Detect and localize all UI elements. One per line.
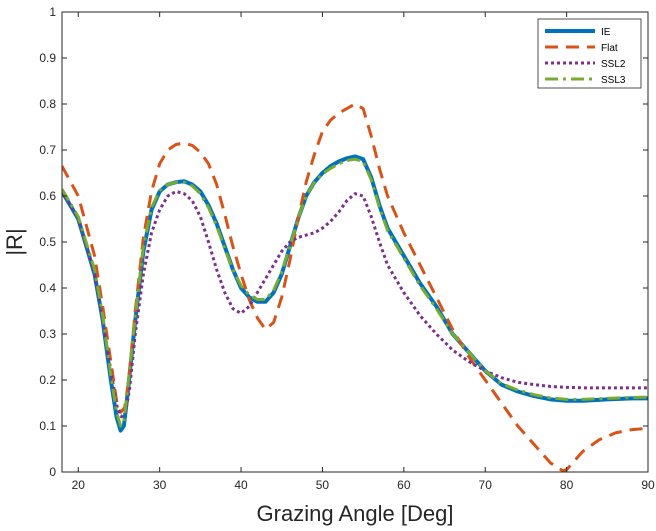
- legend: IE Flat SSL2 SSL3: [537, 18, 642, 89]
- y-tick-label: 0.8: [39, 97, 56, 111]
- x-tick-label: 40: [234, 478, 248, 492]
- legend-label-ssl2: SSL2: [601, 59, 626, 70]
- x-tick-label: 30: [153, 478, 167, 492]
- y-tick-label: 0: [49, 465, 56, 479]
- legend-label-ssl3: SSL3: [601, 75, 626, 86]
- y-tick-label: 1: [49, 5, 56, 19]
- ticks-layer: 20 30 40 50 60 70 80 90 0 0.1 0.2 0.3 0.4 0.5 0.6 0.7 0.…: [39, 5, 655, 492]
- x-axis-title: Grazing Angle [Deg]: [257, 501, 454, 526]
- y-tick-label: 0.4: [39, 281, 56, 295]
- series-line-ssl2: [62, 189, 648, 419]
- legend-label-flat: Flat: [601, 43, 618, 54]
- y-tick-label: 0.6: [39, 189, 56, 203]
- legend-label-ie: IE: [601, 27, 611, 38]
- y-tick-label: 0.1: [39, 419, 56, 433]
- y-axis-title: |R|: [2, 228, 27, 255]
- x-tick-label: 70: [479, 478, 493, 492]
- x-tick-label: 60: [397, 478, 411, 492]
- plot-area: 20 30 40 50 60 70 80 90 0 0.1 0.2 0.3 0.4 0.5 0.6 0.7 0.…: [39, 5, 655, 492]
- series-line-flat: [62, 102, 648, 472]
- x-tick-label: 90: [641, 478, 655, 492]
- plot-background: [62, 12, 648, 472]
- series-line-ssl3: [62, 157, 648, 428]
- y-tick-label: 0.9: [39, 51, 56, 65]
- y-tick-label: 0.5: [39, 235, 56, 249]
- y-tick-label: 0.3: [39, 327, 56, 341]
- x-tick-label: 20: [72, 478, 86, 492]
- y-tick-label: 0.7: [39, 143, 56, 157]
- x-tick-label: 50: [316, 478, 330, 492]
- series-layer: [62, 102, 648, 472]
- y-tick-label: 0.2: [39, 373, 56, 387]
- x-tick-label: 80: [560, 478, 574, 492]
